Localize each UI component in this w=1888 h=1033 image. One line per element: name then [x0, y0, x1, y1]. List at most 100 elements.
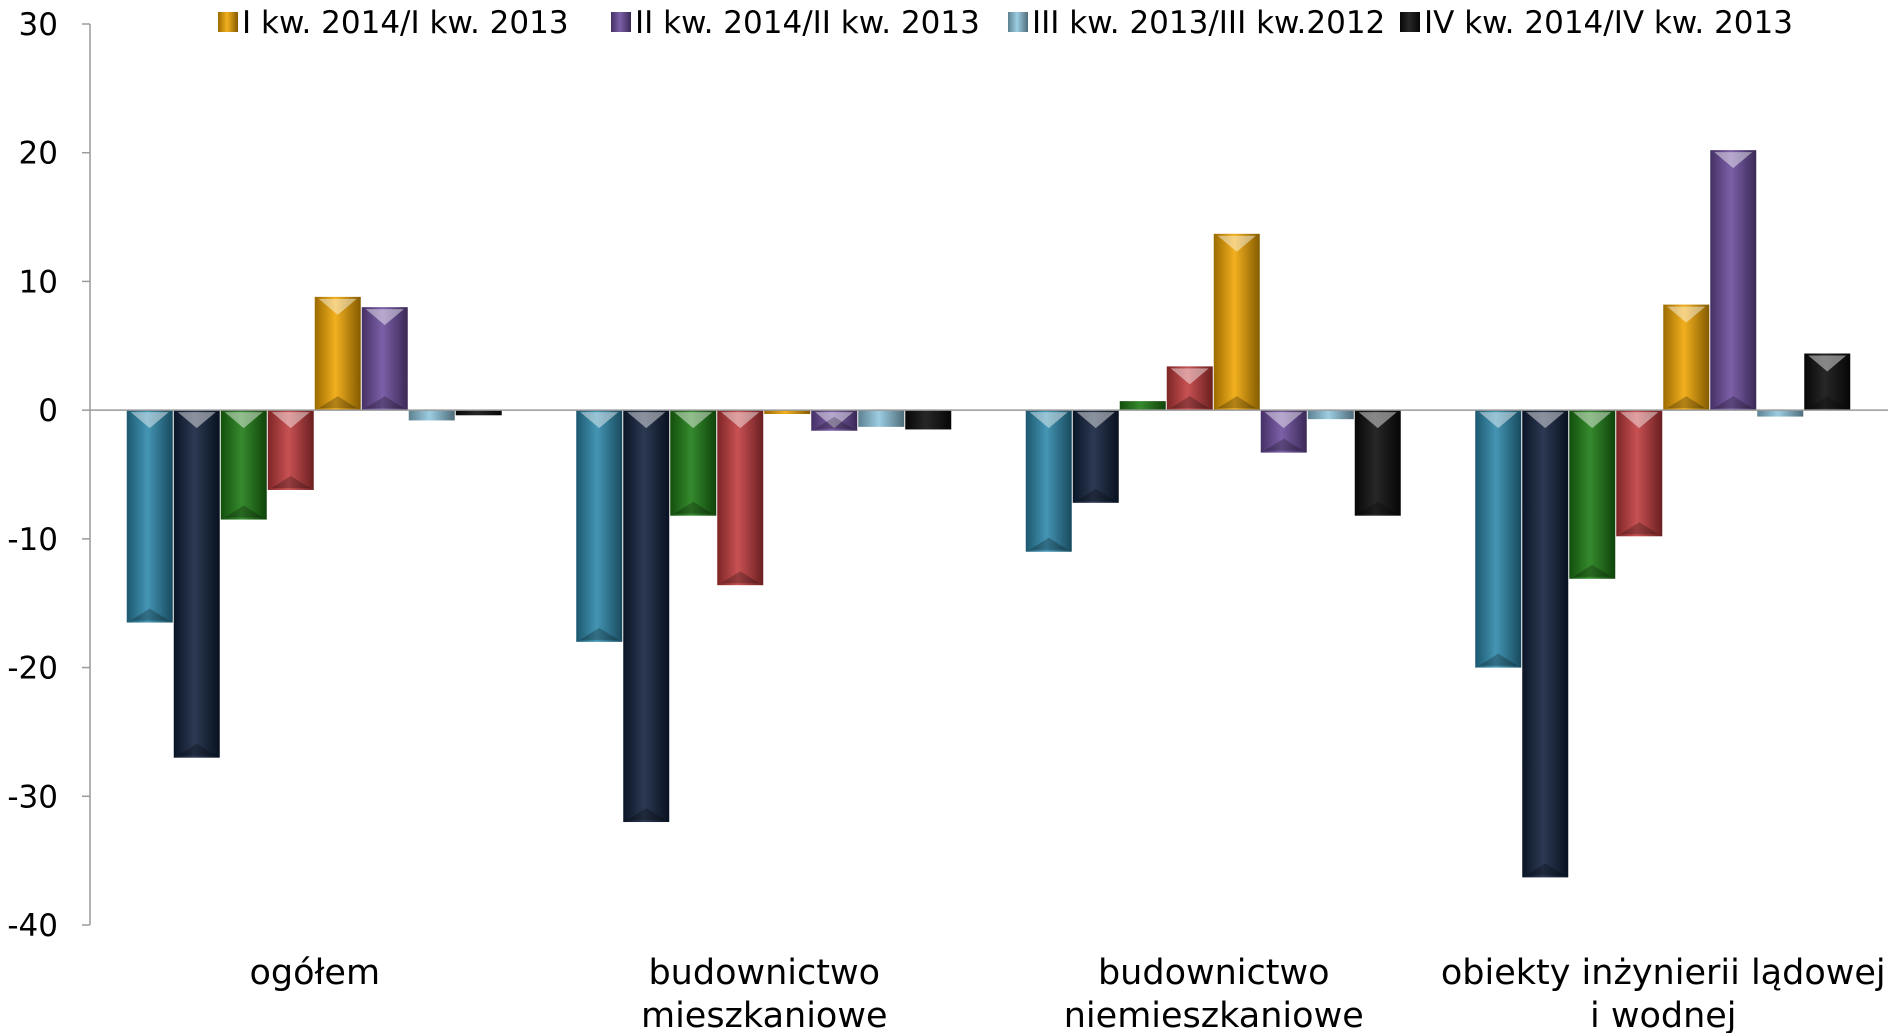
bar-bevel — [1526, 412, 1565, 429]
bar-bevel — [1217, 396, 1256, 409]
y-tick-label: 20 — [19, 136, 58, 172]
bar-bevel — [271, 412, 310, 429]
bar-bevel — [1170, 368, 1209, 385]
bar — [361, 307, 408, 411]
bars — [126, 150, 1851, 878]
bar — [1804, 353, 1851, 411]
bar — [1616, 410, 1663, 537]
bar — [858, 410, 905, 427]
bar — [1307, 410, 1354, 420]
bar — [623, 410, 670, 823]
bar — [220, 410, 267, 520]
bar-bevel — [177, 743, 216, 756]
bar-bevel — [721, 412, 760, 429]
bar — [764, 410, 811, 415]
bar — [1710, 150, 1757, 411]
bar-bevel — [1526, 863, 1565, 876]
bar-bevel — [1076, 488, 1115, 501]
x-category-label: niemieszkaniowe — [1064, 996, 1364, 1033]
bar-bevel — [1029, 412, 1068, 429]
bar-bevel — [627, 412, 666, 429]
bar — [670, 410, 717, 516]
bar-bevel — [1667, 396, 1706, 409]
bar-bevel — [130, 608, 169, 621]
x-category-label: i wodnej — [1590, 996, 1737, 1033]
bar-bevel — [1667, 306, 1706, 323]
bar-bevel — [1479, 412, 1518, 429]
bar — [1119, 401, 1166, 411]
bar-bevel — [224, 505, 263, 518]
bar — [1475, 410, 1522, 668]
legend-label: II kw. 2014/II kw. 2013 — [635, 5, 980, 41]
y-axis: 30 20 10 0 -10 -20 -30 -40 — [7, 7, 91, 944]
legend-swatch — [1400, 12, 1420, 32]
bar-bevel — [1808, 355, 1847, 372]
y-tick-label: -40 — [7, 908, 58, 944]
y-tick-label: 30 — [19, 7, 58, 43]
legend-label: III kw. 2013/III kw.2012 — [1032, 5, 1385, 41]
bar — [1213, 233, 1260, 411]
bar-bevel — [1808, 396, 1847, 409]
bar-bevel — [318, 396, 357, 409]
bar-bevel — [1620, 412, 1659, 429]
bar — [173, 410, 220, 758]
x-axis: ogółem budownictwomieszkaniowebudownictwo… — [90, 409, 1888, 1033]
bar — [576, 410, 623, 642]
x-category-label: ogółem — [249, 953, 380, 993]
bar-bevel — [1573, 564, 1612, 577]
bar-bevel — [1264, 412, 1303, 429]
bar-bevel — [1714, 396, 1753, 409]
bar-bevel — [721, 571, 760, 584]
bar — [1260, 410, 1307, 453]
bar — [1569, 410, 1616, 579]
y-tick-label: -10 — [7, 522, 58, 558]
y-tick-label: 0 — [38, 393, 58, 429]
bar-bevel — [1620, 522, 1659, 535]
bar-bevel — [271, 475, 310, 488]
bar-bevel — [674, 412, 713, 429]
bar — [1354, 410, 1401, 516]
bar — [1522, 410, 1569, 878]
bar-bevel — [1076, 412, 1115, 429]
legend-swatch — [218, 12, 238, 32]
bar-bevel — [177, 412, 216, 429]
bar-bevel — [365, 396, 404, 409]
legend-label: I kw. 2014/I kw. 2013 — [242, 5, 569, 41]
bar-bevel — [1029, 537, 1068, 550]
bar — [1166, 366, 1213, 411]
bar-bevel — [674, 501, 713, 514]
bar-bevel — [580, 412, 619, 429]
bar-bevel — [365, 309, 404, 326]
legend-label: IV kw. 2014/IV kw. 2013 — [1424, 5, 1793, 41]
y-tick-label: -30 — [7, 779, 58, 815]
bar-bevel — [130, 412, 169, 429]
y-tick-label: 10 — [19, 264, 58, 300]
y-tick-label: -20 — [7, 651, 58, 687]
bar-bevel — [1714, 152, 1753, 169]
legend-swatch — [1008, 12, 1028, 32]
x-category-label: obiekty inżynierii lądowej — [1441, 953, 1886, 993]
bar-bevel — [815, 412, 854, 429]
x-category-label: budownictwo — [648, 953, 880, 993]
bar — [1757, 410, 1804, 417]
x-category-label: budownictwo — [1098, 953, 1330, 993]
bar-bevel — [1573, 412, 1612, 429]
bar — [905, 410, 952, 430]
bar-bevel — [1358, 412, 1397, 429]
bar — [455, 410, 502, 416]
bar-bevel — [1479, 653, 1518, 666]
bar-bevel — [318, 298, 357, 315]
bar — [1663, 304, 1710, 411]
bar — [126, 410, 173, 623]
bar — [314, 296, 361, 411]
bar-bevel — [1264, 438, 1303, 451]
bar — [1072, 410, 1119, 503]
bar — [267, 410, 314, 490]
legend: I kw. 2014/I kw. 2013 II kw. 2014/II kw. … — [218, 5, 1793, 41]
bar — [811, 410, 858, 431]
x-category-label: mieszkaniowe — [641, 996, 888, 1033]
bar-bevel — [1358, 501, 1397, 514]
bar-bevel — [224, 412, 263, 429]
bar — [408, 410, 455, 421]
